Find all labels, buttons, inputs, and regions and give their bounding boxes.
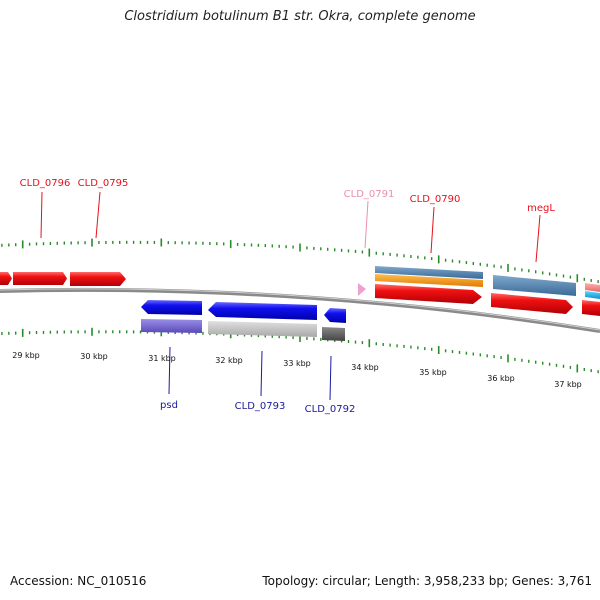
kbp-label-32: 32 kbp xyxy=(215,356,243,365)
gene-bar-steel-2[interactable] xyxy=(493,275,576,296)
gene-label-meg-l[interactable]: megL xyxy=(527,203,555,214)
gene-bar-psd-domain[interactable] xyxy=(141,319,202,333)
gene-arrow-forward[interactable] xyxy=(0,272,12,285)
leader-line-meg-l xyxy=(535,214,541,263)
gene-label-cld-0796[interactable]: CLD_0796 xyxy=(20,178,71,189)
leader-line-cld-0796 xyxy=(40,191,43,239)
gene-arrow-meg-l[interactable] xyxy=(491,293,573,314)
gene-bar-steel-1[interactable] xyxy=(375,266,483,279)
gene-label-cld-0790[interactable]: CLD_0790 xyxy=(410,194,461,205)
gene-bar-cld-0793-domain[interactable] xyxy=(208,321,317,337)
gene-label-cld-0792[interactable]: CLD_0792 xyxy=(305,404,356,415)
gene-bar-salmon[interactable] xyxy=(585,283,600,292)
gene-arrow-cld-0791[interactable] xyxy=(358,283,366,296)
kbp-label-31: 31 kbp xyxy=(148,354,176,363)
gene-arrow-cld-0795[interactable] xyxy=(70,272,126,286)
leader-line-psd xyxy=(168,346,171,395)
gene-arrow-cld-0792[interactable] xyxy=(324,308,346,323)
kbp-label-33: 33 kbp xyxy=(283,359,311,368)
gene-arrow-cld-0793[interactable] xyxy=(208,302,317,320)
gene-label-cld-0793[interactable]: CLD_0793 xyxy=(235,401,286,412)
kbp-label-35: 35 kbp xyxy=(419,368,447,377)
genome-backbone-highlight xyxy=(0,288,600,331)
gene-bar-orange[interactable] xyxy=(375,274,483,287)
leader-line-cld-0791 xyxy=(364,200,369,249)
page-title: Clostridium botulinum B1 str. Okra, comp… xyxy=(124,9,476,24)
accession-label: Accession: NC_010516 xyxy=(10,574,147,588)
gene-bar-cyan[interactable] xyxy=(585,291,600,299)
leader-line-cld-0790 xyxy=(430,206,435,254)
leader-line-cld-0793 xyxy=(260,350,263,397)
tick-row-top xyxy=(1,238,599,284)
gene-label-psd[interactable]: psd xyxy=(160,400,178,411)
gene-label-cld-0791[interactable]: CLD_0791 xyxy=(344,189,395,200)
gene-arrow-cld-0790[interactable] xyxy=(375,284,482,304)
gene-arrow-forward-edge[interactable] xyxy=(582,300,600,316)
kbp-label-37: 37 kbp xyxy=(554,380,582,389)
kbp-label-29: 29 kbp xyxy=(12,351,40,360)
gene-arrow-cld-0796[interactable] xyxy=(13,272,67,285)
leader-line-cld-0792 xyxy=(329,355,332,401)
gene-bar-cld-0792-domain[interactable] xyxy=(322,327,345,341)
kbp-label-34: 34 kbp xyxy=(351,363,379,372)
genome-info-label: Topology: circular; Length: 3,958,233 bp… xyxy=(262,574,592,588)
kbp-label-30: 30 kbp xyxy=(80,352,108,361)
gene-arrow-psd[interactable] xyxy=(141,300,202,315)
gene-label-cld-0795[interactable]: CLD_0795 xyxy=(78,178,129,189)
genome-backbone xyxy=(0,287,600,333)
kbp-label-36: 36 kbp xyxy=(487,374,515,383)
leader-line-cld-0795 xyxy=(95,191,101,239)
